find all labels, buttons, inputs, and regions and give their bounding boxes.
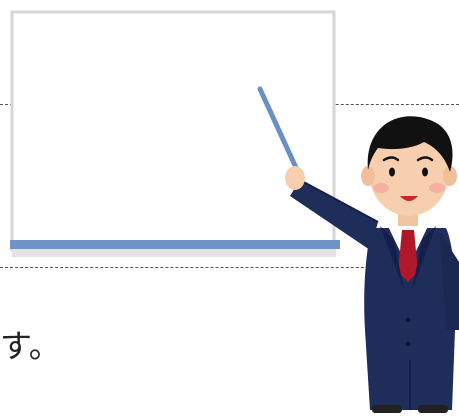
whiteboard-icon [10,10,340,257]
caption-text: す。 [0,327,61,365]
pointer-stick-icon [257,86,301,175]
businessman-presenter-icon [257,86,459,413]
dashed-guide-line-bottom [0,267,459,268]
